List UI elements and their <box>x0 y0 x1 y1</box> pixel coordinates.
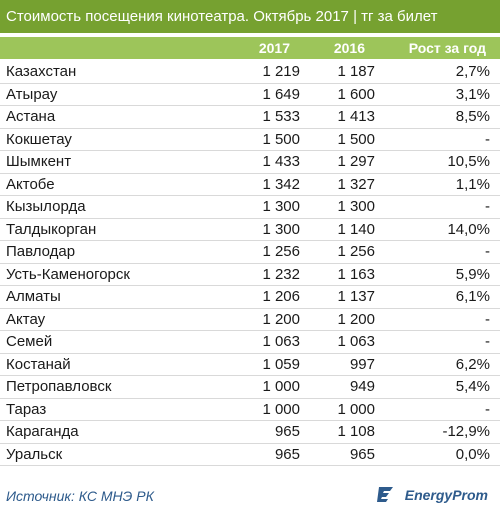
city-name: Костанай <box>6 355 71 373</box>
city-name: Актобе <box>6 175 55 193</box>
city-name: Семей <box>6 333 53 350</box>
value-2017: 1 300 <box>262 220 300 238</box>
value-2017: 1 533 <box>262 108 300 125</box>
city-name: Актау <box>6 310 46 328</box>
table-row: Атырау 1 649 1 600 3,1% <box>0 84 500 106</box>
city-name: Петропавловск <box>6 378 112 395</box>
table-row: Казахстан 1 219 1 187 2,7% <box>0 61 500 84</box>
table-body: Казахстан 1 219 1 187 2,7% Атырау 1 649 1 600 3… <box>0 61 500 466</box>
value-2016: 965 <box>349 445 375 463</box>
table-row: Усть-Каменогорск 1 232 1 163 5,9% <box>0 264 500 286</box>
growth-value: - <box>485 310 490 328</box>
city-name: Уральск <box>6 445 63 463</box>
growth-value: - <box>485 400 490 418</box>
growth-value: 10,5% <box>447 153 490 170</box>
growth-value: - <box>485 333 490 350</box>
growth-value: 5,4% <box>455 378 490 395</box>
table-row: Кызылорда 1 300 1 300 - <box>0 196 500 219</box>
value-2016: 1 300 <box>337 198 375 215</box>
table-title: Стоимость посещения кинотеатра. Октябрь … <box>0 0 500 33</box>
city-name: Алматы <box>6 288 61 305</box>
city-name: Павлодар <box>6 243 76 260</box>
column-header-row: 2017 2016 Рост за год <box>0 37 500 59</box>
value-2016: 1 063 <box>337 333 375 350</box>
growth-value: -12,9% <box>442 423 490 440</box>
city-name: Талдыкорган <box>6 220 97 238</box>
value-2017: 1 000 <box>262 378 300 395</box>
growth-value: 5,9% <box>455 265 490 283</box>
value-2017: 1 649 <box>262 85 300 103</box>
value-2016: 1 297 <box>337 153 375 170</box>
growth-value: 14,0% <box>447 220 490 238</box>
growth-value: - <box>485 198 490 215</box>
value-2017: 965 <box>274 423 300 440</box>
table-row: Кокшетау 1 500 1 500 - <box>0 129 500 151</box>
value-2016: 1 600 <box>337 85 375 103</box>
value-2017: 1 200 <box>262 310 300 328</box>
table-row: Уральск 965 965 0,0% <box>0 444 500 466</box>
growth-value: 3,1% <box>455 85 490 103</box>
value-2016: 1 163 <box>337 265 375 283</box>
value-2016: 1 256 <box>337 243 375 260</box>
growth-value: - <box>485 243 490 260</box>
city-name: Атырау <box>6 85 58 103</box>
table-row: Костанай 1 059 997 6,2% <box>0 354 500 376</box>
value-2016: 1 327 <box>337 175 375 193</box>
table-row: Павлодар 1 256 1 256 - <box>0 241 500 264</box>
table-row: Алматы 1 206 1 137 6,1% <box>0 286 500 309</box>
value-2016: 1 500 <box>337 130 375 148</box>
value-2016: 1 108 <box>337 423 375 440</box>
city-name: Шымкент <box>6 153 72 170</box>
city-name: Казахстан <box>6 63 77 80</box>
energyprom-logo-icon <box>377 487 393 502</box>
table-row: Шымкент 1 433 1 297 10,5% <box>0 151 500 174</box>
city-name: Кызылорда <box>6 198 86 215</box>
value-2017: 1 500 <box>262 130 300 148</box>
growth-value: 1,1% <box>455 175 490 193</box>
value-2016: 1 137 <box>337 288 375 305</box>
growth-value: - <box>485 130 490 148</box>
table-row: Семей 1 063 1 063 - <box>0 331 500 354</box>
value-2016: 1 187 <box>337 63 375 80</box>
value-2016: 1 140 <box>337 220 375 238</box>
table-row: Талдыкорган 1 300 1 140 14,0% <box>0 219 500 241</box>
column-header-2016: 2016 <box>333 40 365 56</box>
value-2017: 1 206 <box>262 288 300 305</box>
table-row: Тараз 1 000 1 000 - <box>0 399 500 421</box>
table-row: Актобе 1 342 1 327 1,1% <box>0 174 500 196</box>
value-2016: 1 200 <box>337 310 375 328</box>
growth-value: 2,7% <box>455 63 490 80</box>
city-name: Тараз <box>6 400 47 418</box>
value-2016: 1 413 <box>337 108 375 125</box>
city-name: Усть-Каменогорск <box>6 265 130 283</box>
city-name: Караганда <box>6 423 79 440</box>
value-2017: 1 300 <box>262 198 300 215</box>
value-2017: 1 059 <box>262 355 300 373</box>
table-row: Караганда 965 1 108 -12,9% <box>0 421 500 444</box>
table-row: Астана 1 533 1 413 8,5% <box>0 106 500 129</box>
value-2016: 949 <box>349 378 375 395</box>
value-2017: 1 232 <box>262 265 300 283</box>
growth-value: 0,0% <box>455 445 490 463</box>
city-name: Астана <box>6 108 56 125</box>
growth-value: 6,2% <box>455 355 490 373</box>
city-name: Кокшетау <box>6 130 72 148</box>
column-header-growth: Рост за год <box>408 40 486 56</box>
value-2016: 1 000 <box>337 400 375 418</box>
value-2017: 1 000 <box>262 400 300 418</box>
source-note: Источник: КС МНЭ РК <box>6 488 154 504</box>
value-2017: 1 433 <box>262 153 300 170</box>
value-2017: 1 342 <box>262 175 300 193</box>
value-2017: 965 <box>274 445 300 463</box>
table-row: Петропавловск 1 000 949 5,4% <box>0 376 500 399</box>
logo-text: EnergyProm <box>404 487 488 503</box>
growth-value: 6,1% <box>455 288 490 305</box>
table-row: Актау 1 200 1 200 - <box>0 309 500 331</box>
growth-value: 8,5% <box>455 108 490 125</box>
value-2017: 1 256 <box>262 243 300 260</box>
value-2017: 1 219 <box>262 63 300 80</box>
column-header-2017: 2017 <box>258 40 290 56</box>
value-2017: 1 063 <box>262 333 300 350</box>
value-2016: 997 <box>349 355 375 373</box>
